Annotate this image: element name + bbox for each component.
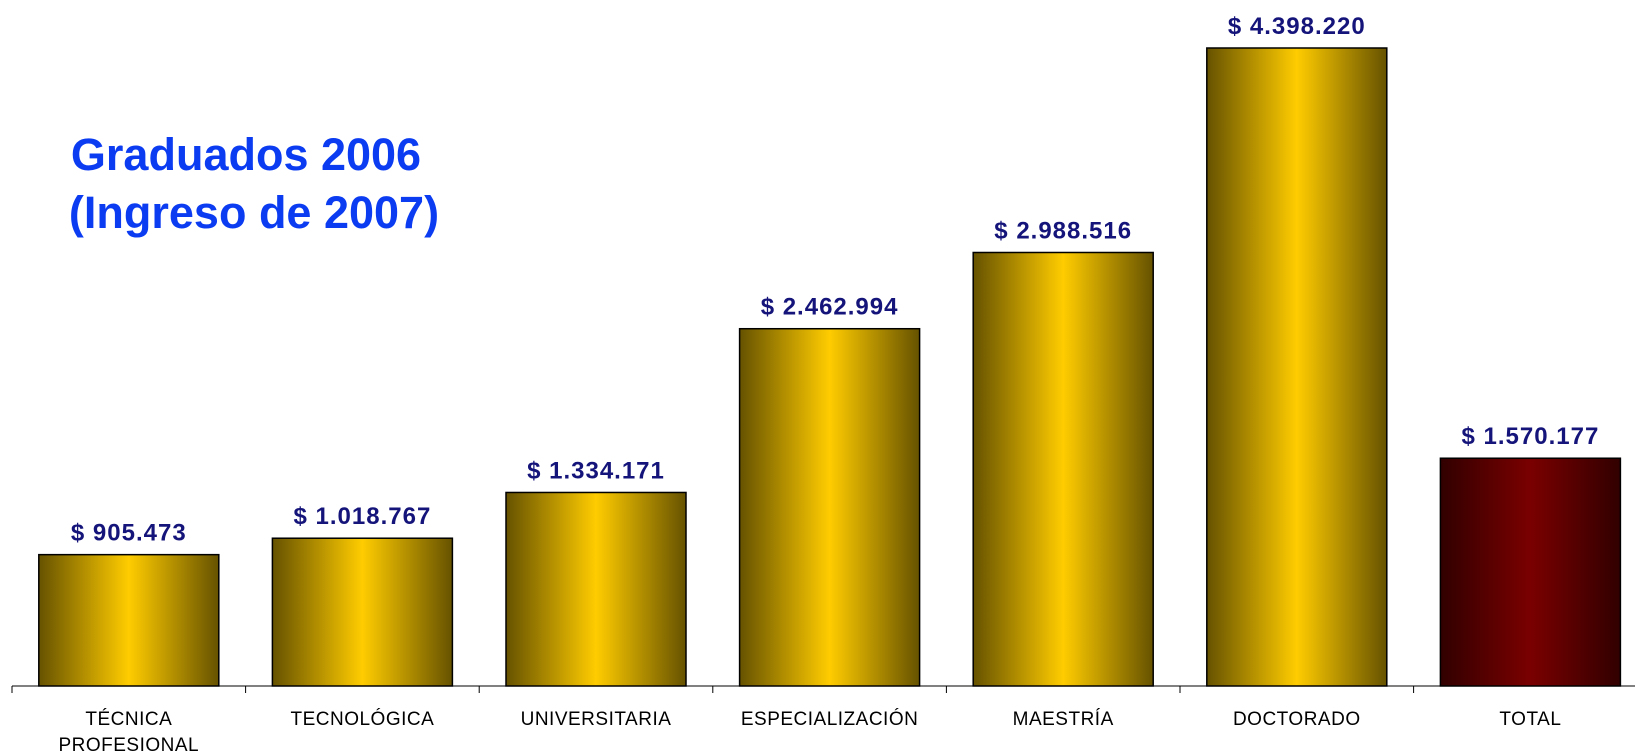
x-tick-label: DOCTORADO: [1233, 709, 1361, 730]
value-label: $ 905.473: [71, 520, 187, 547]
value-label: $ 2.462.994: [761, 294, 899, 321]
bar: [1206, 47, 1388, 687]
x-tick-label: TECNOLÓGICA: [290, 708, 434, 730]
value-label: $ 2.988.516: [994, 217, 1132, 244]
bar: [505, 491, 687, 687]
value-label: $ 1.570.177: [1462, 423, 1600, 450]
bar: [38, 553, 220, 687]
x-tick-label: ESPECIALIZACIÓN: [741, 708, 919, 730]
bar: [1439, 457, 1622, 687]
value-label: $ 1.334.171: [527, 457, 665, 484]
bar: [271, 537, 454, 687]
bar: [972, 251, 1154, 687]
value-label: $ 1.018.767: [294, 503, 432, 530]
x-tick-label: TOTAL: [1499, 709, 1561, 730]
x-tick-label: MAESTRÍA: [1013, 709, 1114, 730]
x-tick-label: TÉCNICA PROFESIONAL: [58, 709, 199, 755]
chart-title: Graduados 2006: [71, 129, 421, 180]
value-label: $ 4.398.220: [1228, 13, 1366, 40]
bar: [738, 327, 921, 687]
x-tick-label: UNIVERSITARIA: [521, 709, 672, 730]
chart-subtitle: (Ingreso de 2007): [69, 187, 439, 238]
